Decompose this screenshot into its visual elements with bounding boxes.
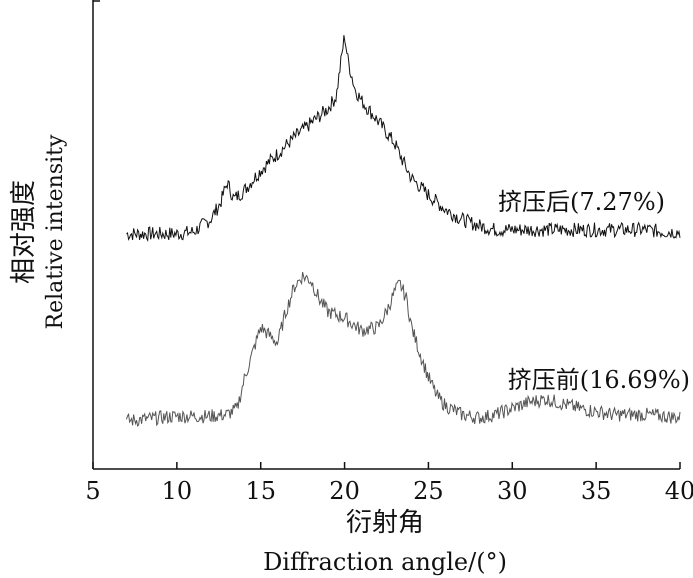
x-tick-label: 25 [413, 477, 444, 505]
series-label-after: 挤压后(7.27%) [498, 188, 665, 216]
y-axis-label-en: Relative intensity [43, 134, 68, 329]
x-tick-label: 10 [162, 477, 193, 505]
series-line-0 [126, 35, 681, 242]
y-axis-label-cn: 相对强度 [9, 180, 39, 284]
axes [92, 0, 680, 470]
x-axis-label-cn: 衍射角 [346, 508, 424, 538]
series-layer [126, 35, 681, 427]
x-ticks: 5 10 15 20 25 30 35 40 [85, 462, 693, 505]
x-tick-label: 20 [329, 477, 360, 505]
x-tick-label: 30 [497, 477, 528, 505]
series-label-before: 挤压前(16.69%) [508, 366, 690, 394]
x-tick-label: 15 [245, 477, 276, 505]
x-axis-label-en: Diffraction angle/(°) [263, 548, 507, 576]
series-line-1 [126, 271, 681, 427]
x-tick-label: 35 [581, 477, 612, 505]
x-tick-label: 40 [665, 477, 693, 505]
x-tick-label: 5 [85, 477, 100, 505]
